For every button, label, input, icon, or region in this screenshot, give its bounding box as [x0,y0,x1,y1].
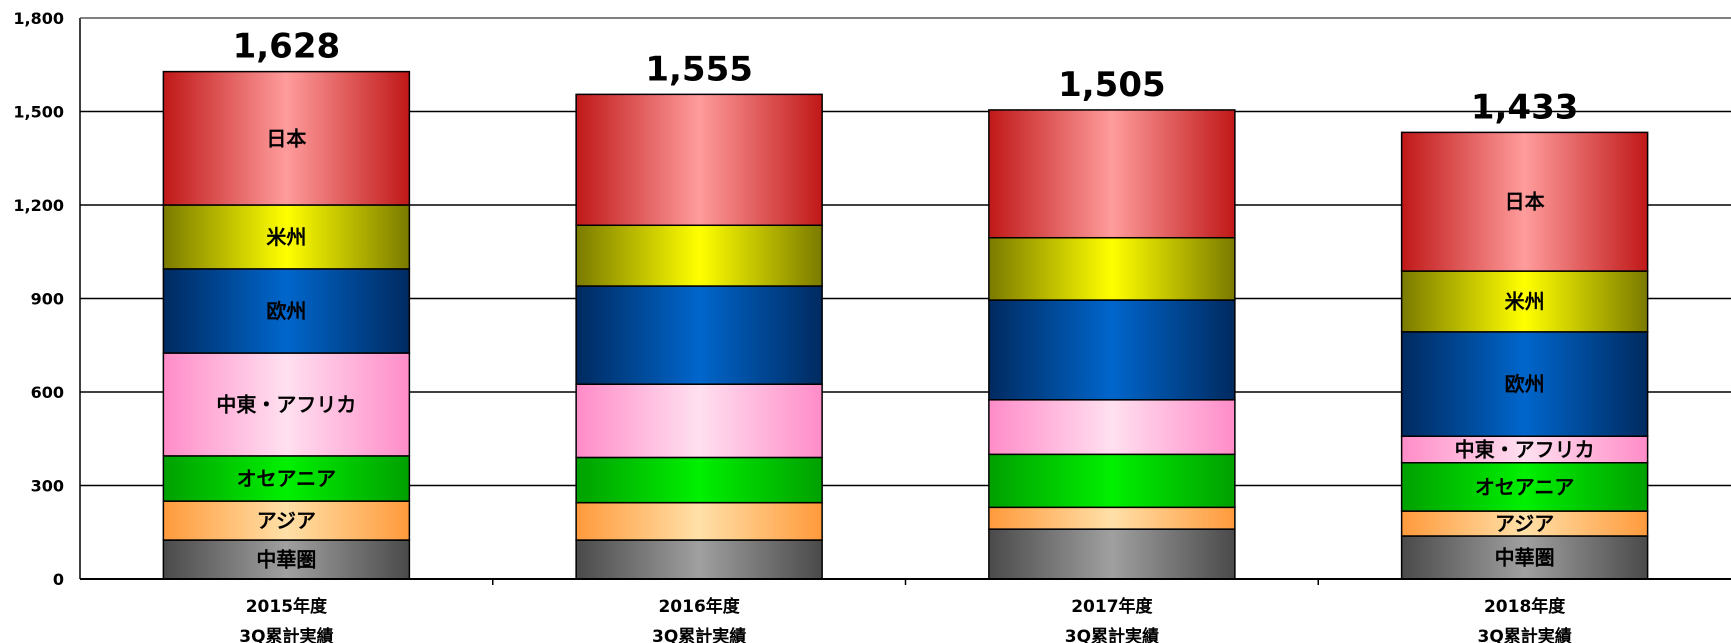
segment-label: 日本 [266,126,306,150]
bar-segment [575,539,823,580]
x-category-label: 3Q累計実績 [239,626,333,643]
x-category-label: 2017年度 [1071,596,1153,617]
bar-segment [988,528,1236,580]
y-tick-label: 900 [31,290,64,309]
segment-label: オセアニア [1475,475,1575,499]
bar-segment [988,299,1236,401]
total-label: 1,505 [1058,65,1166,105]
bar-segment [162,500,411,541]
bars [162,70,1649,580]
y-axis-tick-labels: 0 300 600 900 1,200 1,500 1,800 [13,9,64,589]
y-tick-label: 1,800 [13,9,64,28]
segment-label: 欧州 [266,299,306,323]
bar-segment [1400,131,1649,272]
segment-label: 中東・アフリカ [216,392,356,416]
bar-segment [1400,270,1649,333]
bar-segment [988,399,1236,456]
segment-label: 米州 [266,225,306,249]
y-tick-label: 300 [31,477,64,496]
segment-label: 中東・アフリカ [1455,438,1595,462]
bar-segment [575,93,823,227]
bar-segment [988,109,1236,239]
bar-segment [988,506,1236,530]
total-label: 1,555 [645,49,753,89]
y-tick-label: 0 [53,570,64,589]
axes [79,17,1731,585]
bar-segment [575,501,823,541]
bar-segment [575,456,823,504]
x-category-label: 3Q累計実績 [1477,626,1571,643]
bar-segment [988,236,1236,301]
segment-label: 中華圏 [256,548,316,572]
segment-label: アジア [257,509,316,533]
bar-segment [988,453,1236,509]
bar-segment [1400,435,1649,464]
y-tick-label: 1,500 [13,103,64,122]
x-category-label: 2018年度 [1484,596,1566,617]
total-label: 1,628 [233,27,341,67]
y-tick-label: 600 [31,383,64,402]
bar-segment [575,383,823,459]
segment-label: 欧州 [1505,372,1545,396]
segment-label: 中華圏 [1495,545,1555,569]
bar-segment [1400,331,1649,438]
x-category-label: 2015年度 [246,596,328,617]
x-category-label: 3Q累計実績 [1065,626,1159,643]
segment-label: 米州 [1505,289,1545,313]
x-axis-category-labels: 2015年度 3Q累計実績 2016年度 3Q累計実績 2017年度 3Q累計実績 2018… [239,596,1572,643]
bar-segment [162,70,411,206]
segment-label: オセアニア [237,466,337,490]
bar-segment [162,268,411,354]
bar-segment [162,455,411,502]
segment-label: アジア [1495,512,1554,536]
x-category-label: 2016年度 [658,596,740,617]
x-category-label: 3Q累計実績 [652,626,746,643]
bar-segment [575,285,823,385]
bar-segment [1400,535,1649,580]
total-label: 1,433 [1471,87,1579,127]
bar-segment [162,204,411,270]
y-tick-label: 1,200 [13,196,64,215]
segment-label: 日本 [1505,190,1545,214]
bar-segment [1400,461,1649,512]
bar-segment [575,224,823,287]
